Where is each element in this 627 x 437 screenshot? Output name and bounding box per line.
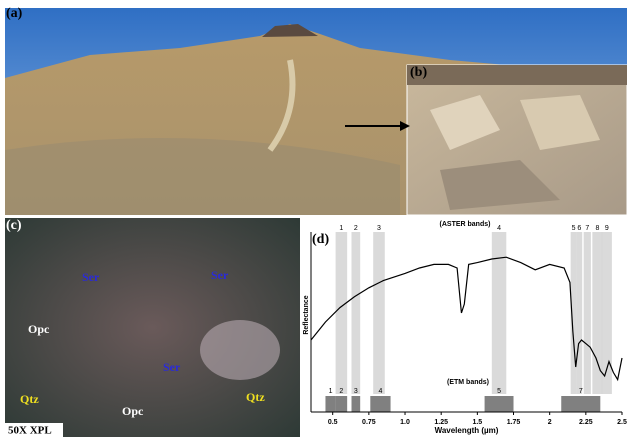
band-label: 3 <box>377 225 381 232</box>
aster-band <box>584 232 591 394</box>
band-label: 6 <box>577 225 581 232</box>
band-label: 2 <box>339 388 343 395</box>
etm-band <box>325 396 335 412</box>
etm-band <box>485 396 514 412</box>
x-tick-label: 1.0 <box>400 419 410 426</box>
mineral-label: Opc <box>28 322 50 336</box>
aster-band <box>576 232 582 394</box>
x-tick-label: 1.25 <box>434 419 448 426</box>
mineral-label: Qtz <box>20 392 39 406</box>
panel-label: (d) <box>312 232 329 247</box>
x-tick-label: 1.5 <box>472 419 482 426</box>
aster-band <box>592 232 602 394</box>
panel-label: (b) <box>410 65 427 80</box>
mineral-label: Ser <box>163 360 181 374</box>
band-label: 3 <box>354 388 358 395</box>
aster-band <box>373 232 385 394</box>
annotation: (ETM bands) <box>447 379 489 386</box>
aster-band <box>336 232 348 394</box>
scale-label: 50X XPL <box>8 425 52 437</box>
band-label: 7 <box>585 225 589 232</box>
band-label: 8 <box>595 225 599 232</box>
x-tick-label: 2 <box>548 419 552 426</box>
etm-band <box>352 396 361 412</box>
x-tick-label: 0.5 <box>328 419 338 426</box>
mineral-label: Qtz <box>246 390 265 404</box>
panel-label: (a) <box>6 6 23 21</box>
mineral-label: Opc <box>122 404 144 418</box>
etm-band <box>561 396 600 412</box>
figure: 123456789123457(ASTER bands)(ETM bands)0… <box>0 0 627 437</box>
x-tick-label: 0.75 <box>362 419 376 426</box>
x-tick-label: 2.25 <box>579 419 593 426</box>
band-label: 1 <box>329 388 333 395</box>
panel-label: (c) <box>6 218 22 233</box>
x-axis-label: Wavelength (µm) <box>435 426 499 435</box>
band-label: 7 <box>579 388 583 395</box>
mineral-label: Ser <box>211 268 229 282</box>
band-label: 4 <box>378 388 382 395</box>
y-axis-label: Reflectance <box>303 295 310 334</box>
aster-band <box>352 232 361 394</box>
aster-band <box>492 232 506 394</box>
etm-band <box>336 396 348 412</box>
annotation: (ASTER bands) <box>440 221 491 228</box>
x-tick-label: 1.75 <box>507 419 521 426</box>
band-label: 1 <box>339 225 343 232</box>
band-label: 5 <box>497 388 501 395</box>
band-label: 4 <box>497 225 501 232</box>
band-label: 5 <box>572 225 576 232</box>
band-label: 9 <box>605 225 609 232</box>
x-tick-label: 2.5 <box>617 419 627 426</box>
mineral-label: Ser <box>82 270 100 284</box>
etm-band <box>370 396 390 412</box>
band-label: 2 <box>354 225 358 232</box>
